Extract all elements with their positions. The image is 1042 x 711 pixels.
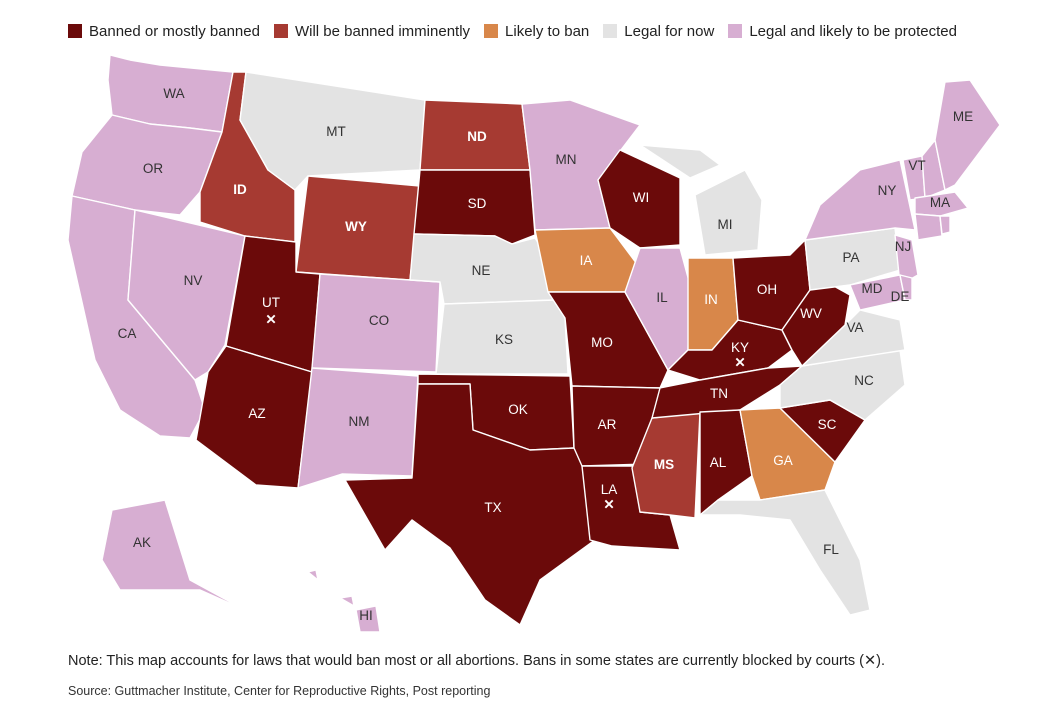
state-label-WV: WV xyxy=(800,306,822,321)
state-label-ME: ME xyxy=(953,109,973,124)
state-label-SD: SD xyxy=(468,196,487,211)
legend-swatch-imminent xyxy=(273,24,288,38)
legend-label-imminent: Will be banned imminently xyxy=(294,22,471,40)
state-label-MN: MN xyxy=(556,152,577,167)
state-HI[interactable] xyxy=(307,569,381,633)
state-label-UT: UT xyxy=(262,295,280,310)
state-label-OK: OK xyxy=(508,402,528,417)
state-label-CA: CA xyxy=(118,326,137,341)
state-label-AR: AR xyxy=(598,417,617,432)
legend-item-protected: Legal and likely to be protected xyxy=(728,23,957,40)
legend-item-imminent: Will be banned imminently xyxy=(273,22,471,40)
legend-label-likely: Likely to ban xyxy=(505,22,590,40)
state-label-NC: NC xyxy=(854,373,874,388)
legend-item-legal-now: Legal for now xyxy=(603,23,714,40)
state-DE[interactable] xyxy=(899,274,913,301)
state-label-AZ: AZ xyxy=(248,406,265,421)
state-TX[interactable] xyxy=(344,383,596,626)
state-AL[interactable] xyxy=(699,409,753,516)
state-ME[interactable] xyxy=(934,79,1001,191)
state-NY[interactable] xyxy=(804,159,916,241)
map-note: Note: This map accounts for laws that wo… xyxy=(68,653,885,669)
state-label-IN: IN xyxy=(704,292,718,307)
state-label-NV: NV xyxy=(184,273,203,288)
state-FL[interactable] xyxy=(699,489,871,616)
state-label-PA: PA xyxy=(842,250,859,265)
state-label-IA: IA xyxy=(580,253,593,268)
blocked-marker-UT: ✕ xyxy=(265,312,276,327)
state-label-WI: WI xyxy=(633,190,650,205)
state-KS[interactable] xyxy=(435,299,569,375)
state-label-MO: MO xyxy=(591,335,613,350)
state-label-NY: NY xyxy=(878,183,897,198)
state-NM[interactable] xyxy=(297,367,419,489)
state-NJ[interactable] xyxy=(894,234,919,286)
state-label-OH: OH xyxy=(757,282,777,297)
state-shapes xyxy=(67,54,1001,633)
state-label-WY: WY xyxy=(345,219,367,234)
map-source: Source: Guttmacher Institute, Center for… xyxy=(68,684,491,698)
state-label-CO: CO xyxy=(369,313,389,328)
state-label-KY: KY xyxy=(731,340,749,355)
state-label-NE: NE xyxy=(472,263,491,278)
state-label-MS: MS xyxy=(654,457,674,472)
state-label-MI: MI xyxy=(718,217,733,232)
state-RI[interactable] xyxy=(939,215,951,235)
legend-swatch-legal-now xyxy=(603,24,618,38)
legend-label-banned: Banned or mostly banned xyxy=(89,22,260,40)
state-label-NJ: NJ xyxy=(895,239,912,254)
legend-swatch-likely xyxy=(484,24,499,38)
state-label-HI: HI xyxy=(359,608,373,623)
state-label-VT: VT xyxy=(908,158,925,173)
legend-item-likely: Likely to ban xyxy=(484,23,589,40)
state-MI[interactable] xyxy=(639,144,763,256)
blocked-marker-KY: ✕ xyxy=(734,355,745,370)
state-CT[interactable] xyxy=(914,213,943,241)
state-label-FL: FL xyxy=(823,542,839,557)
legend-swatch-protected xyxy=(728,24,743,38)
legend-label-legal-now: Legal for now xyxy=(624,22,715,40)
state-label-TX: TX xyxy=(484,500,501,515)
legend-label-protected: Legal and likely to be protected xyxy=(749,22,957,40)
state-label-ND: ND xyxy=(467,129,487,144)
state-label-NM: NM xyxy=(349,414,370,429)
state-label-SC: SC xyxy=(818,417,837,432)
state-label-TN: TN xyxy=(710,386,728,401)
state-label-IL: IL xyxy=(656,290,668,305)
state-label-MT: MT xyxy=(326,124,346,139)
state-label-DE: DE xyxy=(891,289,910,304)
state-label-GA: GA xyxy=(773,453,793,468)
map-legend: Banned or mostly banned Will be banned i… xyxy=(68,20,971,42)
state-label-MA: MA xyxy=(930,195,950,210)
state-AK[interactable] xyxy=(101,499,246,611)
state-AR[interactable] xyxy=(571,385,661,467)
legend-swatch-banned xyxy=(68,24,82,38)
state-labels: WA OR CA NV ID MT WY UT AZ CO NM ND SD N… xyxy=(118,86,974,623)
blocked-markers: ✕ ✕ ✕ xyxy=(265,312,745,512)
state-OR[interactable] xyxy=(71,114,223,216)
state-label-OR: OR xyxy=(143,161,164,176)
state-label-WA: WA xyxy=(163,86,184,101)
state-label-KS: KS xyxy=(495,332,513,347)
state-MA[interactable] xyxy=(914,191,969,217)
state-label-AK: AK xyxy=(133,535,151,550)
state-label-ID: ID xyxy=(233,182,247,197)
state-label-AL: AL xyxy=(710,455,727,470)
legend-item-banned: Banned or mostly banned xyxy=(68,23,260,40)
blocked-marker-LA: ✕ xyxy=(603,497,614,512)
state-label-MD: MD xyxy=(862,281,883,296)
state-label-LA: LA xyxy=(601,482,618,497)
state-label-VA: VA xyxy=(846,320,863,335)
state-WI[interactable] xyxy=(597,149,681,249)
